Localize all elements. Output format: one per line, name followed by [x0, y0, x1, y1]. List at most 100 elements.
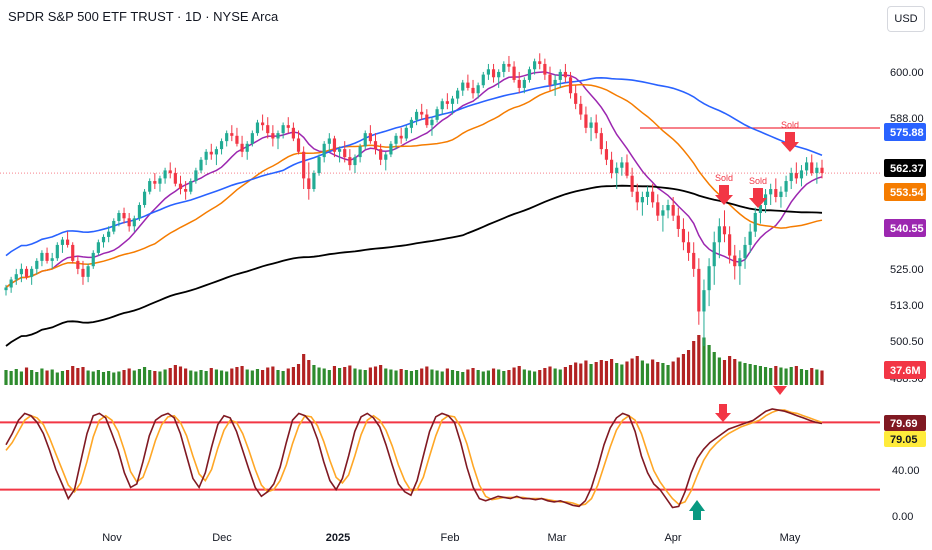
volume-bar [178, 366, 183, 385]
candle-body [358, 146, 362, 158]
chart-title: SPDR S&P 500 ETF TRUST · 1D · NYSE Arca [8, 9, 279, 24]
stoch-d-line [5, 409, 823, 507]
volume-bar [512, 367, 516, 385]
candle-body [40, 252, 44, 261]
candle-body [255, 122, 260, 134]
volume-bar [86, 370, 90, 385]
candle-body [9, 279, 13, 288]
candle-body [686, 242, 691, 253]
volume-bar [548, 366, 552, 385]
candle-body [548, 74, 552, 86]
candle-body [235, 135, 239, 144]
annotations: Sold Sold Sold [715, 120, 799, 208]
volume-bar [450, 370, 455, 385]
candle-body [430, 119, 434, 126]
candle-body [86, 266, 90, 277]
volume-bar [805, 370, 809, 385]
volume-bar [810, 368, 814, 385]
volume-bar [497, 369, 501, 385]
volume-bar [379, 365, 383, 385]
candle-body [45, 252, 49, 261]
candle-body [789, 173, 793, 182]
candle-body [697, 268, 701, 312]
candle-body [635, 191, 639, 203]
volume-bar [579, 363, 583, 385]
candle-body [414, 111, 419, 120]
volume-bars [4, 335, 824, 385]
ma-black-line [5, 184, 823, 347]
candle-body [512, 66, 516, 80]
candle-body [50, 258, 54, 261]
volume-bar [399, 369, 403, 385]
candle-body [440, 101, 444, 110]
candle-body [230, 133, 234, 136]
candle-body [245, 143, 249, 152]
volume-bar [414, 370, 419, 385]
sell-arrow-icon [773, 386, 787, 395]
sell-arrow-icon [781, 132, 799, 152]
volume-bar [502, 371, 506, 385]
candle-body [620, 162, 624, 168]
volume-bar [122, 370, 126, 385]
candle-body [517, 79, 521, 88]
volume-bar [214, 369, 219, 385]
volume-bar [4, 370, 8, 385]
volume-bar [194, 371, 198, 385]
currency-button[interactable]: USD [887, 6, 925, 32]
candle-body [661, 210, 665, 216]
price-badge [884, 183, 926, 201]
price-tick-label: 588.00 [890, 113, 924, 125]
candle-body [91, 252, 95, 267]
candle-body [722, 226, 727, 235]
volume-bar [630, 358, 634, 385]
price-badge [884, 219, 926, 237]
volume-bar [296, 364, 301, 385]
candle-body [538, 61, 542, 64]
price-badge-label: 562.37 [890, 163, 924, 175]
volume-bar [445, 368, 449, 385]
volume-bar [697, 335, 701, 385]
sell-arrow-icon [715, 185, 733, 205]
volume-bar [527, 370, 532, 385]
candle-body [209, 151, 213, 155]
candle-body [543, 63, 547, 75]
volume-bar [255, 369, 260, 385]
candle-body [4, 287, 8, 291]
candle-body [348, 157, 352, 166]
candle-body [343, 149, 347, 158]
candle-body [312, 173, 316, 190]
price-badge [884, 361, 926, 379]
candle-body [107, 231, 111, 237]
candle-body [692, 252, 696, 269]
candle-body [404, 127, 408, 139]
volume-bar [820, 370, 824, 385]
volume-bar [96, 370, 100, 385]
volume-bar [261, 370, 265, 385]
candle-body [409, 119, 414, 128]
volume-bar [312, 365, 316, 385]
volume-bar [563, 367, 567, 385]
candle-body [384, 154, 388, 160]
volume-bar [568, 365, 573, 385]
volume-bar [409, 371, 414, 385]
volume-bar [666, 365, 670, 385]
candle-body [142, 191, 147, 205]
candle-body [317, 157, 321, 174]
volume-bar [266, 367, 270, 385]
candle-body [184, 189, 188, 192]
candle-body [502, 63, 506, 72]
volume-bar [107, 371, 111, 385]
osc-badge-label: 79.05 [890, 434, 918, 446]
candle-body [276, 133, 280, 139]
candle-body [476, 85, 480, 94]
volume-bar [225, 371, 229, 385]
candle-body [728, 234, 732, 256]
volume-bar [30, 370, 34, 385]
candle-body [337, 149, 342, 152]
candle-body [717, 226, 721, 243]
candle-body [189, 181, 193, 192]
volume-bar [240, 366, 244, 385]
price-tick-label: 525.00 [890, 264, 924, 276]
volume-bar [35, 372, 39, 385]
